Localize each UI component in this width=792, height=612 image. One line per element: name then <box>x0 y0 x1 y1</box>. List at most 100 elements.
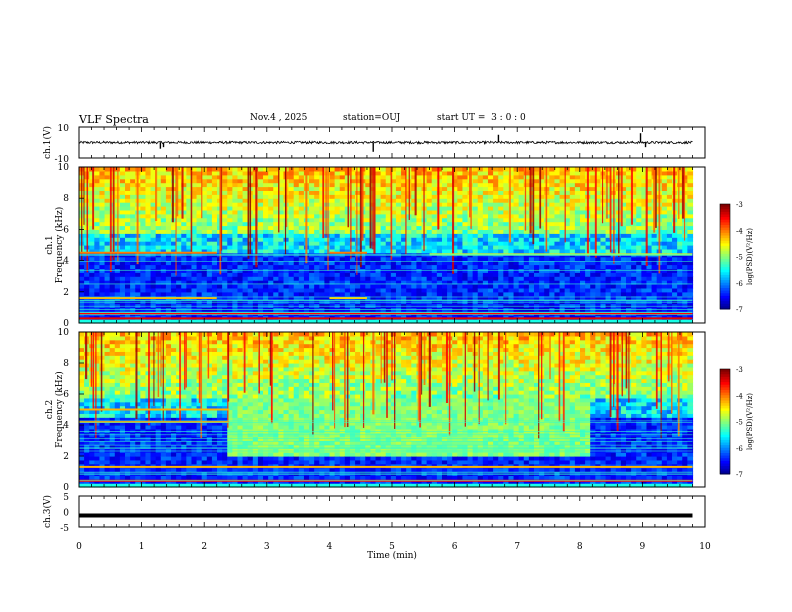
ch2-spectrogram-colorbar-cell <box>720 424 730 428</box>
ch2-spectrogram-colorbar-cell <box>720 434 730 438</box>
ch1-spectrogram-colorbar-cell <box>720 290 730 294</box>
ch1-spectrogram-colorbar-cell <box>720 269 730 273</box>
ch2-spectrogram-colorbar-cell <box>720 437 730 441</box>
ch1-spectrogram-ytick-label: 2 <box>63 288 69 298</box>
ch2-spectrogram-colorbar-tick: -5 <box>736 419 743 427</box>
ch1-spectrogram-colorbar-cell <box>720 211 730 216</box>
x-tick-label: 1 <box>139 542 145 552</box>
ch1-spectrogram-colorbar-cell <box>720 230 730 234</box>
ch1-spectrogram-ytick-label: 0 <box>63 319 69 329</box>
x-tick-label: 7 <box>514 542 520 552</box>
ch2-spectrogram-colorbar-cell <box>720 390 730 394</box>
ch2-spectrogram-colorbar-cell <box>720 371 730 375</box>
ch1-ytick-label: 10 <box>58 124 70 134</box>
ch1-spectrogram-colorbar-cell <box>720 303 730 307</box>
ch1-spectrogram-colorbar-tick: -7 <box>736 306 743 314</box>
ch2-spectrogram-colorbar-cell <box>720 455 730 459</box>
ch2-spectrogram-colorbar-cell <box>720 450 730 454</box>
ch1-spectrogram-ytick-label: 10 <box>58 163 70 173</box>
ch1-spectrogram-colorbar-cell <box>720 253 730 258</box>
ch2-spectrogram-colorbar-cell <box>720 374 730 378</box>
ch2-spectrogram-colorbar-cell <box>720 468 730 472</box>
ch2-spectrogram-colorbar-cell <box>720 416 730 420</box>
ch3-ytick-label: 0 <box>63 509 69 519</box>
ch2-spectrogram-colorbar-cell <box>720 382 730 386</box>
x-tick-label: 10 <box>699 542 711 552</box>
ch2-spectrogram-colorbar-tick: -7 <box>736 471 743 479</box>
ch3-frame <box>78 495 706 528</box>
ch2-spectrogram-colorbar-cell <box>720 458 730 462</box>
ch1-spectrogram-colorbar-cell <box>720 293 730 297</box>
ch2-spectrogram-ytick-label: 10 <box>58 328 70 338</box>
ch2-spectrogram-colorbar-cell <box>720 442 730 446</box>
ch1-spectrogram-colorbar-cell <box>720 295 730 300</box>
ch1-spectrogram-colorbar-cell <box>720 261 730 265</box>
x-tick-label: 9 <box>640 542 646 552</box>
ch2-spectrogram-colorbar-cell <box>720 405 730 409</box>
ch1-spectrogram-colorbar-cell <box>720 240 730 244</box>
x-tick-label: 4 <box>327 542 333 552</box>
ch1-trace <box>78 140 693 146</box>
ch1-spectrogram-colorbar-cell <box>720 209 730 213</box>
ch1-spectrogram-colorbar-cell <box>720 214 730 218</box>
ch1-spectrogram-colorbar-cell <box>720 246 730 250</box>
ch1-spectrogram-colorbar-frame <box>719 203 731 310</box>
ch1-spectrogram-ytick-label: 8 <box>63 194 69 204</box>
ch2-spectrogram-colorbar-cell <box>720 387 730 391</box>
x-tick-label: 0 <box>76 542 82 552</box>
ch2-spectrogram-colorbar-cell <box>720 384 730 388</box>
ch2-spectrogram-colorbar-cell <box>720 395 730 399</box>
ch2-spectrogram-ytick-label: 6 <box>63 390 69 400</box>
ch2-spectrogram-colorbar-cell <box>720 432 730 436</box>
ch2-spectrogram-colorbar-cell <box>720 400 730 404</box>
ch1-spectrogram-colorbar-cell <box>720 301 730 305</box>
ch1-spectrogram-colorbar-tick: -4 <box>736 227 743 235</box>
ch1-ytick-label: -10 <box>55 155 70 165</box>
ch1-spectrogram-ylabel: ch.1 <box>45 235 55 254</box>
ch1-spectrogram-colorbar-cell <box>720 264 730 268</box>
ch1-spectrogram-colorbar-cell <box>720 243 730 247</box>
ch2-spectrogram-ytick-label: 4 <box>63 421 69 431</box>
ch1-spectrogram-colorbar-cell <box>720 277 730 281</box>
ch2-spectrogram-colorbar-cell <box>720 466 730 470</box>
ch1-spectrogram-colorbar-cell <box>720 206 730 210</box>
ch1-spectrogram-colorbar-cell <box>720 217 730 221</box>
ch1-spectrogram-colorbar-cell <box>720 274 730 279</box>
ch1-spectrogram-colorbar-cell <box>720 285 730 289</box>
ch3-ylabel: ch.3(V) <box>42 495 53 528</box>
ch1-spectrogram-colorbar-cell <box>720 272 730 276</box>
ch2-spectrogram-colorbar-cell <box>720 397 730 402</box>
ch1-spectrogram-colorbar-cell <box>720 248 730 252</box>
ch1-spectrogram-colorbar-cell <box>720 251 730 255</box>
ch1-spectrogram-colorbar-cell <box>720 259 730 263</box>
ch2-spectrogram-colorbar-cell <box>720 429 730 433</box>
ch2-spectrogram-colorbar-cell <box>720 460 730 465</box>
ch2-spectrogram-colorbar-cell <box>720 379 730 383</box>
ch2-spectrogram-colorbar-cell <box>720 463 730 467</box>
ch1-spectrogram-colorbar-cell <box>720 232 730 237</box>
ch2-spectrogram-ytick-label: 8 <box>63 359 69 369</box>
ch1-spectrogram-colorbar-tick: -6 <box>736 280 743 288</box>
ch2-spectrogram-ytick-label: 0 <box>63 483 69 493</box>
ch1-spectrogram-colorbar-cell <box>720 225 730 229</box>
ch2-spectrogram-colorbar-cell <box>720 413 730 417</box>
ch1-spectrogram-colorbar-cell <box>720 298 730 302</box>
ch1-spectrogram-ytick-label: 6 <box>63 225 69 235</box>
ch1-spectrogram-colorbar-tick: -3 <box>736 201 743 209</box>
ch1-spectrogram-ytick-label: 4 <box>63 257 69 267</box>
x-tick-label: 2 <box>201 542 207 552</box>
x-axis-label: Time (min) <box>367 550 417 561</box>
ch2-spectrogram-colorbar-cell <box>720 421 730 425</box>
ch2-spectrogram-ylabel: Frequency (kHz) <box>54 371 65 448</box>
ch2-spectrogram-colorbar-cell <box>720 418 730 423</box>
ch2-spectrogram-colorbar-cell <box>720 453 730 457</box>
ch1-spectrogram-colorbar-cell <box>720 235 730 239</box>
ch2-spectrogram-colorbar-cell <box>720 471 730 475</box>
ch2-spectrogram-colorbar-cell <box>720 411 730 415</box>
ch1-spectrogram-colorbar-label: log(PSD)(V²/Hz) <box>746 228 754 285</box>
ch1-spectrogram-colorbar-cell <box>720 256 730 260</box>
station-label: station=OUJ <box>343 113 401 123</box>
ch1-spectrogram-colorbar-cell <box>720 306 730 310</box>
ch2-spectrogram-colorbar-frame <box>719 368 731 475</box>
x-tick-label: 3 <box>264 542 270 552</box>
